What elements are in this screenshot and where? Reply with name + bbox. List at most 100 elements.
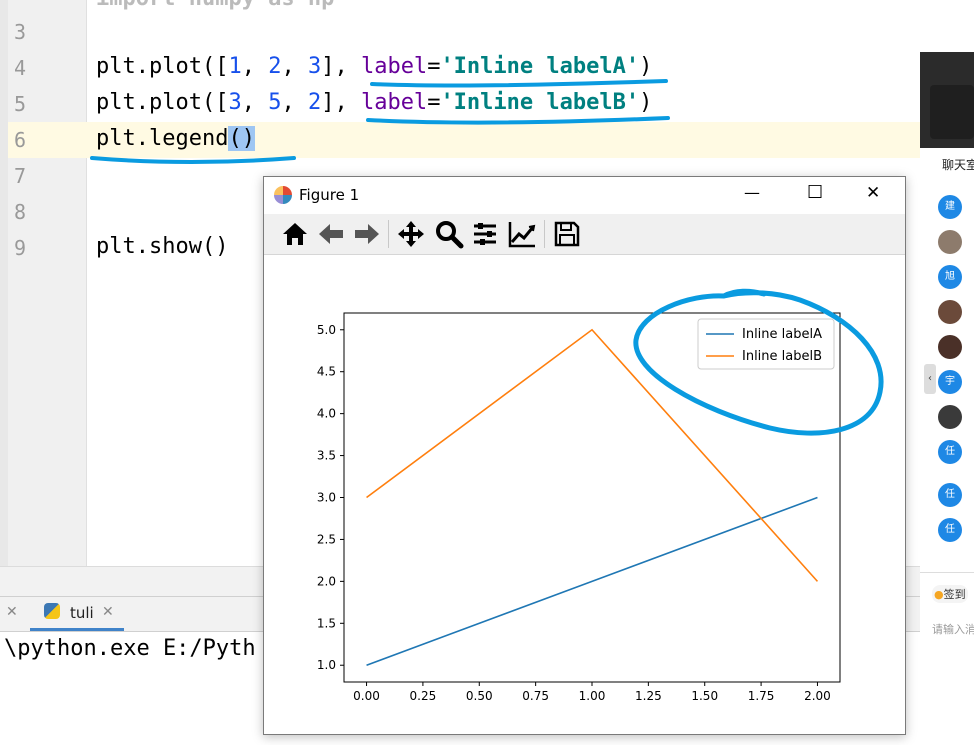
left-tool-strip <box>0 0 8 600</box>
line-number: 7 <box>14 164 27 188</box>
x-tick-label: 0.75 <box>522 689 549 703</box>
x-tick-label: 1.25 <box>635 689 662 703</box>
line-gutter <box>8 0 87 566</box>
forward-icon[interactable] <box>352 219 382 249</box>
x-tick-label: 0.25 <box>410 689 437 703</box>
python-icon <box>44 603 60 619</box>
line-number: 6 <box>14 128 27 152</box>
code-string: 'Inline labelA' <box>440 54 640 79</box>
figure-titlebar[interactable]: Figure 1 — ☐ ✕ <box>264 177 905 214</box>
run-tab-tuli[interactable]: tuli ✕ <box>30 597 124 631</box>
current-line-highlight <box>86 122 920 158</box>
selected-parens: () <box>228 126 255 151</box>
underline-labelA <box>370 79 668 88</box>
y-tick-label: 2.0 <box>317 574 336 588</box>
code-token: , <box>281 54 308 79</box>
chat-avatar[interactable]: 任 <box>938 518 962 542</box>
y-tick-label: 3.0 <box>317 491 336 505</box>
code-line-plot-b[interactable]: plt.plot([3, 5, 2], label='Inline labelB… <box>96 90 652 115</box>
maximize-button[interactable]: ☐ <box>807 182 824 203</box>
code-number: 3 <box>307 54 322 79</box>
code-token: ], <box>321 90 361 115</box>
line-number: 8 <box>14 200 27 224</box>
underline-labelB <box>366 116 670 125</box>
run-tab-label: tuli <box>70 604 94 622</box>
chat-tab-label: 聊天室 <box>942 158 974 172</box>
y-tick-label: 1.5 <box>317 616 336 630</box>
legend-label: Inline labelA <box>742 327 822 342</box>
chat-avatar[interactable]: 宇 <box>938 370 962 394</box>
x-tick-label: 0.50 <box>466 689 493 703</box>
code-token: ], <box>321 54 361 79</box>
y-tick-label: 4.5 <box>317 365 336 379</box>
pan-icon[interactable] <box>396 219 426 249</box>
save-icon[interactable] <box>552 219 582 249</box>
code-number: 5 <box>268 90 282 115</box>
close-button[interactable]: ✕ <box>866 183 881 203</box>
line-number: 9 <box>14 236 27 260</box>
zoom-icon[interactable] <box>434 219 464 249</box>
toolbar-separator <box>544 220 545 248</box>
code-number: 2 <box>307 90 322 115</box>
chat-avatar[interactable] <box>938 230 962 254</box>
minimize-button[interactable]: — <box>744 183 760 202</box>
underline-annotations <box>90 79 670 164</box>
code-line-plot-a[interactable]: plt.plot([1, 2, 3], label='Inline labelA… <box>96 54 652 79</box>
close-tab-icon[interactable]: ✕ <box>6 604 18 620</box>
code-number: 3 <box>228 90 242 115</box>
chat-avatar[interactable]: 任 <box>938 440 962 464</box>
sign-in-button[interactable]: ●签到 <box>932 585 968 603</box>
plot-canvas[interactable]: 0.00 0.25 0.50 0.75 1.00 1.25 1.50 1.75 2.00 1.0 1… <box>264 255 905 733</box>
close-tab-icon[interactable]: ✕ <box>102 604 114 620</box>
series-line-b <box>366 328 819 582</box>
x-tick-label: 1.75 <box>748 689 775 703</box>
figure-title: Figure 1 <box>299 186 360 204</box>
code-line-legend[interactable]: plt.legend() <box>96 126 255 151</box>
current-line-gutter-highlight <box>8 122 86 158</box>
y-tick-label: 5.0 <box>317 323 336 337</box>
chat-avatar[interactable]: 任 <box>938 483 962 507</box>
y-tick-label: 4.0 <box>317 407 336 421</box>
series-line-a <box>366 496 818 666</box>
y-tick-label: 1.0 <box>317 658 336 672</box>
home-icon[interactable] <box>280 219 310 249</box>
code-number: 2 <box>268 54 282 79</box>
y-tick-label: 2.5 <box>317 532 336 546</box>
code-string: 'Inline labelB' <box>440 90 640 115</box>
code-line-show[interactable]: plt.show() <box>96 234 229 259</box>
axes-edit-icon[interactable] <box>507 219 537 249</box>
legend-label: Inline labelB <box>742 349 822 364</box>
code-token: plt.plot([ <box>96 54 229 79</box>
figure-toolbar <box>264 214 905 255</box>
chat-avatar[interactable]: 建 <box>938 195 962 219</box>
collapse-chevron-icon[interactable]: ‹ <box>924 364 936 394</box>
chat-avatar[interactable] <box>938 300 962 324</box>
code-number: 1 <box>228 54 242 79</box>
code-token: , <box>281 90 308 115</box>
x-tick-label: 1.50 <box>691 689 718 703</box>
matplotlib-logo-icon <box>274 186 292 204</box>
line-number: 4 <box>14 56 27 80</box>
chat-avatar[interactable] <box>938 405 962 429</box>
back-icon[interactable] <box>316 219 346 249</box>
line-number: 5 <box>14 92 27 116</box>
code-token: plt.plot([ <box>96 90 229 115</box>
chat-video-area <box>930 85 974 139</box>
chat-avatar[interactable] <box>938 335 962 359</box>
underline-legend <box>90 156 296 164</box>
sign-in-label: 签到 <box>943 588 966 601</box>
chat-tab[interactable]: 聊天室 <box>920 148 974 186</box>
code-keyword-arg: label <box>360 54 428 79</box>
code-token: ) <box>639 90 653 115</box>
chat-avatar[interactable]: 旭 <box>938 265 962 289</box>
toolbar-separator <box>388 220 389 248</box>
chat-input-area[interactable]: ●签到 请输入消 <box>920 572 974 663</box>
code-token: , <box>241 54 269 79</box>
code-token: , <box>241 90 269 115</box>
chat-input-placeholder: 请输入消 <box>932 623 974 636</box>
subplots-icon[interactable] <box>470 219 500 249</box>
y-tick-label: 3.5 <box>317 449 336 463</box>
figure-window[interactable]: Figure 1 — ☐ ✕ 0.00 0.25 0.50 0.75 1.00 1.25 1… <box>263 176 906 735</box>
code-token: plt.legend <box>96 126 229 151</box>
code-keyword-arg: label <box>360 90 428 115</box>
